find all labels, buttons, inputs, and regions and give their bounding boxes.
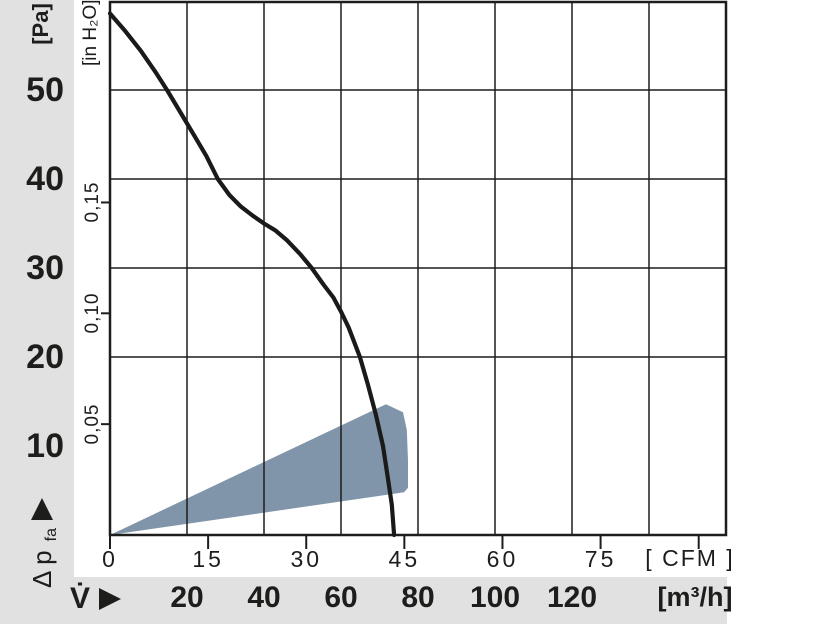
delta-p-subscript: fa [43, 528, 60, 542]
cfm-tick-label: 60 [486, 546, 519, 572]
pa-tick-label: 40 [26, 160, 64, 198]
inh2o-tick-label: 0,15 [82, 181, 103, 223]
inh2o-unit-label: [in H₂O] [80, 0, 101, 66]
cfm-tick-label: 30 [290, 546, 323, 572]
pa-tick-label: 20 [26, 338, 64, 376]
pa-tick-label: 10 [26, 427, 64, 465]
cfm-tick-label: 0 [102, 546, 118, 572]
cfm-tick-label: 15 [192, 546, 224, 572]
m3h-tick-label: 20 [170, 581, 204, 614]
left-axis-band [0, 0, 74, 624]
m3h-tick-label: 80 [401, 581, 435, 614]
axis-direction-arrow-icon [99, 588, 122, 610]
operating-range-area [110, 404, 408, 535]
bottom-axis-band [0, 577, 727, 624]
cfm-unit-label: [ CFM ] [645, 545, 735, 571]
m3h-unit-label: [m³/h] [657, 582, 733, 612]
m3h-tick-label: 60 [324, 581, 358, 614]
pa-unit-label: [Pa] [28, 3, 53, 45]
cfm-tick-label: 75 [584, 546, 617, 572]
inh2o-tick-label: 0,10 [82, 292, 103, 334]
x-axis-label: V̇ [70, 582, 122, 615]
cfm-tick-label: 45 [388, 546, 421, 572]
vdot-label: V̇ [70, 582, 91, 615]
fan-curve [107, 11, 397, 538]
inh2o-tick-label: 0,05 [82, 403, 103, 445]
axis-direction-arrow-icon [31, 498, 53, 521]
pa-tick-label: 30 [26, 249, 64, 287]
m3h-tick-label: 120 [546, 581, 598, 614]
plot-border [108, 0, 728, 537]
m3h-tick-label: 40 [247, 581, 281, 614]
y-axis-label: Δ p fa [26, 488, 60, 598]
pa-tick-label: 50 [26, 71, 64, 109]
delta-p-label: Δ p [26, 550, 57, 588]
m3h-tick-label: 100 [469, 581, 521, 614]
